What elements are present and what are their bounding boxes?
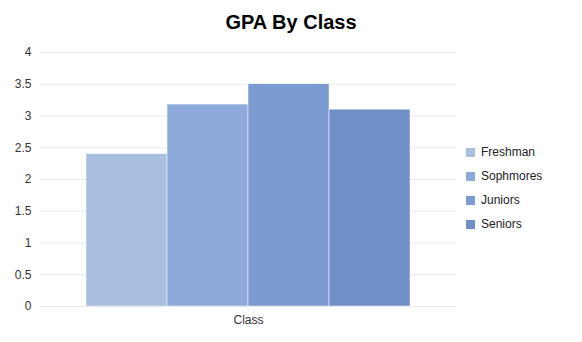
svg-text:3: 3 — [25, 109, 32, 123]
html-text:GPA By Class: GPA By Class — [225, 11, 357, 33]
svg-text:2: 2 — [25, 172, 32, 186]
html-text:Freshman: Freshman — [481, 145, 535, 159]
svg-text:4: 4 — [25, 45, 32, 59]
svg-text:1: 1 — [25, 236, 32, 250]
svg-text:Class: Class — [233, 313, 263, 327]
svg-text:0.5: 0.5 — [15, 268, 32, 282]
html-text:Seniors: Seniors — [481, 217, 522, 231]
html-text:Juniors: Juniors — [481, 193, 520, 207]
html-text:Sophmores: Sophmores — [481, 169, 543, 183]
svg-text:1.5: 1.5 — [15, 204, 32, 218]
svg-text:0: 0 — [25, 299, 32, 313]
svg-text:2.5: 2.5 — [15, 141, 32, 155]
svg-text:3.5: 3.5 — [15, 77, 32, 91]
